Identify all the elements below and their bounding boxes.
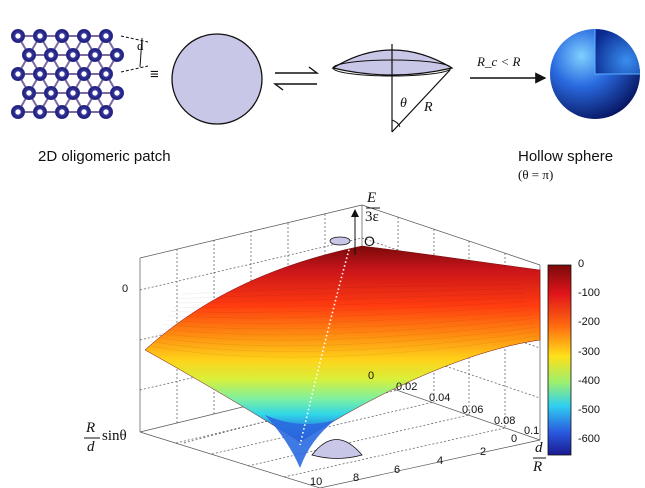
flat-patch-marker xyxy=(329,236,351,246)
y-axis-label-num: R xyxy=(86,420,96,436)
y-axis-label-suffix: sinθ xyxy=(102,428,127,444)
hex-lattice xyxy=(11,29,124,119)
z-axis-label-den: 3ε xyxy=(365,209,379,225)
lattice-node xyxy=(44,86,58,100)
dR-tick: 0.04 xyxy=(429,392,451,404)
dR-tick: 0.06 xyxy=(462,404,484,416)
colorbar-tick: -600 xyxy=(578,433,601,445)
lattice-node xyxy=(33,105,47,119)
lattice-node xyxy=(11,105,25,119)
rd-tick: 6 xyxy=(394,464,401,476)
z-tick: 0 xyxy=(122,283,129,295)
lattice-node xyxy=(66,48,80,62)
lattice-node xyxy=(55,67,69,81)
surface-mesh-line xyxy=(150,331,538,352)
surface-mesh-line xyxy=(147,335,539,358)
surface-mesh-line xyxy=(153,326,536,347)
lattice-node xyxy=(22,86,36,100)
lattice-node xyxy=(11,67,25,81)
surface-mesh-line xyxy=(182,283,522,295)
rd-tick: 10 xyxy=(310,476,323,488)
sphere-condition: (θ = π) xyxy=(518,167,554,182)
rd-tick: 8 xyxy=(353,472,360,484)
origin-marker: O xyxy=(364,233,375,249)
dR-tick: 0.08 xyxy=(494,415,516,427)
equilibrium-arrows xyxy=(272,66,320,91)
surface-mesh-line xyxy=(176,292,525,304)
dR-tick: 0 xyxy=(368,370,375,382)
dR-tick: 0.02 xyxy=(396,381,418,393)
sphere-label: Hollow sphere xyxy=(518,148,614,165)
lattice-node xyxy=(88,48,102,62)
lattice-node xyxy=(77,105,91,119)
lattice-node xyxy=(77,29,91,43)
hollow-sphere xyxy=(550,29,640,119)
surface-mesh-line xyxy=(179,288,523,299)
energy-surface xyxy=(144,245,541,443)
colorbar-tick: -300 xyxy=(578,346,601,358)
equiv-symbol: ≡ xyxy=(150,66,159,83)
lattice-node xyxy=(99,105,113,119)
lattice-node xyxy=(33,29,47,43)
r-label: R xyxy=(424,100,433,115)
lattice-node xyxy=(99,29,113,43)
spherical-cap xyxy=(331,44,454,133)
theta-label: θ xyxy=(400,96,407,111)
x-axis-label-num: d xyxy=(535,440,543,456)
lattice-node xyxy=(11,29,25,43)
lattice-node xyxy=(44,48,58,62)
lattice-node xyxy=(66,86,80,100)
lattice-node xyxy=(22,48,36,62)
lattice-node xyxy=(55,105,69,119)
x-axis-label-den: R xyxy=(533,459,543,475)
colorbar-tick: -200 xyxy=(578,316,601,328)
lattice-node xyxy=(99,67,113,81)
rd-tick: 2 xyxy=(480,446,487,458)
rd-tick: 0 xyxy=(511,433,518,445)
d-label: d xyxy=(137,38,144,53)
surface-mesh-line xyxy=(173,296,526,308)
dR-tick: 0.1 xyxy=(524,425,540,437)
lattice-node xyxy=(88,86,102,100)
colorbar-tick: -100 xyxy=(578,287,601,299)
colorbar-tick: 0 xyxy=(578,258,585,270)
trajectory-line xyxy=(299,245,351,446)
surface-mesh-line xyxy=(170,301,528,313)
surface-mesh-line xyxy=(162,313,532,330)
surface-mesh-line xyxy=(164,309,531,324)
lattice-node xyxy=(77,67,91,81)
colorbar-tick: -400 xyxy=(578,375,601,387)
rd-tick: 4 xyxy=(437,455,444,467)
energy-surface-tail xyxy=(265,415,335,468)
surface-mesh-line xyxy=(159,318,533,335)
surface-mesh-line xyxy=(167,305,529,319)
surface-mesh-line xyxy=(156,322,535,341)
colorbar xyxy=(547,264,572,456)
arrow-condition: R_c < R xyxy=(477,54,521,69)
lattice-node xyxy=(55,29,69,43)
colorbar-tick: -500 xyxy=(578,404,601,416)
cap-marker xyxy=(311,439,363,459)
lattice-node xyxy=(110,48,124,62)
lattice-node xyxy=(110,86,124,100)
patch-label: 2D oligomeric patch xyxy=(38,148,171,165)
y-axis-label-den: d xyxy=(87,439,95,455)
d-dimension-marker xyxy=(120,35,149,73)
z-axis-label-num: E xyxy=(367,190,377,206)
patch-disk xyxy=(171,33,263,125)
lattice-node xyxy=(33,67,47,81)
surface-mesh xyxy=(147,283,539,358)
